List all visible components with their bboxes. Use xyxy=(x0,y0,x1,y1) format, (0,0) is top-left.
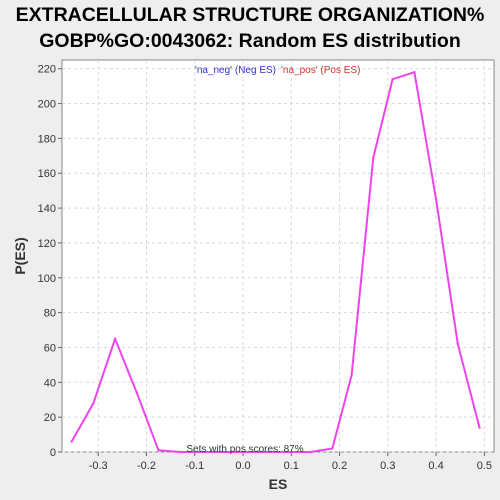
data-point xyxy=(222,450,225,454)
data-point xyxy=(309,450,312,454)
annotation-pos-scores: Sets with pos scores: 87% xyxy=(186,444,303,455)
data-point xyxy=(350,374,353,377)
data-point xyxy=(179,450,182,454)
x-tick-label: 0.5 xyxy=(477,460,492,472)
plot-background xyxy=(61,59,495,453)
legend-entry-pos: 'na_pos' (Pos ES) xyxy=(281,65,360,76)
x-tick-label: -0.3 xyxy=(89,460,108,472)
x-tick-label: 0.2 xyxy=(332,460,347,472)
y-tick-label: 100 xyxy=(38,273,56,285)
data-point xyxy=(413,70,416,74)
data-point xyxy=(331,447,334,450)
data-point xyxy=(478,426,481,429)
data-point xyxy=(372,156,375,159)
series-line xyxy=(70,71,481,453)
data-point xyxy=(265,450,269,454)
data-point xyxy=(200,450,204,454)
data-point xyxy=(113,337,117,340)
grid xyxy=(62,60,494,453)
data-point xyxy=(456,342,459,346)
x-axis-label: ES xyxy=(269,476,288,492)
data-point xyxy=(434,198,438,201)
legend-entry-neg: 'na_neg' (Neg ES) xyxy=(195,65,276,76)
x-tick-label: 0.0 xyxy=(235,460,250,472)
y-tick-label: 40 xyxy=(44,377,56,389)
x-tick-label: 0.1 xyxy=(284,460,299,472)
y-tick-label: 60 xyxy=(44,342,56,354)
x-tick-label: 0.4 xyxy=(428,460,443,472)
data-point xyxy=(391,77,394,81)
chart-title-line-2: GOBP%GO:0043062: Random ES distribution xyxy=(39,30,461,52)
y-tick-label: 120 xyxy=(38,238,56,250)
y-tick-label: 20 xyxy=(44,412,56,424)
y-tick-label: 160 xyxy=(38,168,56,180)
x-tick-label: 0.3 xyxy=(380,460,395,472)
y-tick-label: 220 xyxy=(38,64,56,76)
data-point xyxy=(157,449,160,452)
data-point xyxy=(135,391,139,394)
data-point xyxy=(92,402,95,405)
y-axis-ticks: 0 20 40 60 80 100 120 140 160 180 200 220 xyxy=(38,64,62,459)
y-tick-label: 180 xyxy=(38,133,56,145)
series-layer xyxy=(70,70,481,454)
chart-title-line-1: EXTRACELLULAR STRUCTURE ORGANIZATION% xyxy=(15,4,485,26)
y-tick-label: 80 xyxy=(44,308,56,320)
y-tick-label: 200 xyxy=(38,99,56,111)
x-tick-label: -0.1 xyxy=(185,460,204,472)
data-point xyxy=(287,450,291,454)
data-point xyxy=(244,450,247,454)
y-tick-label: 0 xyxy=(50,447,56,459)
data-point xyxy=(70,440,73,443)
x-tick-label: -0.2 xyxy=(137,460,156,472)
x-axis-ticks: -0.3 -0.2 -0.1 0.0 0.1 0.2 0.3 0.4 0.5 xyxy=(89,452,492,472)
y-axis-label: P(ES) xyxy=(12,237,28,274)
y-tick-label: 140 xyxy=(38,203,56,215)
